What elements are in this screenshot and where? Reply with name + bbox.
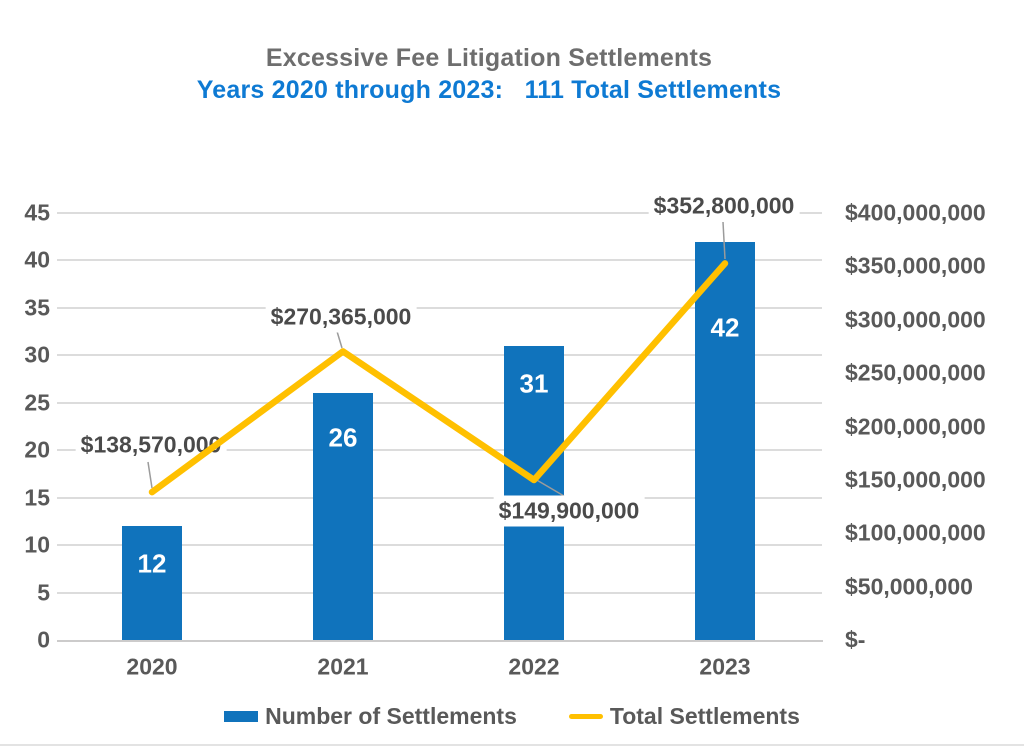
left-axis-tick: 10 (24, 531, 50, 558)
left-axis-tick: 40 (24, 246, 50, 273)
line-data-label: $149,900,000 (493, 495, 645, 527)
legend: Number of Settlements Total Settlements (0, 703, 1024, 730)
gridline (57, 496, 822, 499)
legend-bar-swatch (224, 711, 259, 722)
x-axis-label-2021: 2021 (317, 653, 369, 680)
left-axis-tick: 30 (24, 341, 50, 368)
total-settlements-line (148, 260, 729, 496)
line-data-label: $270,365,000 (265, 301, 417, 333)
leader-line (147, 461, 153, 489)
bar-2020 (122, 526, 182, 640)
x-axis-line (57, 640, 823, 642)
bar-value-label: 31 (519, 368, 549, 399)
left-axis-tick: 0 (37, 626, 50, 653)
bar-value-label: 42 (710, 312, 740, 343)
bar-value-label: 26 (328, 422, 358, 453)
right-axis-tick: $400,000,000 (845, 199, 986, 226)
left-axis-tick: 45 (24, 199, 50, 226)
right-axis-tick: $50,000,000 (845, 573, 973, 600)
bar-value-label: 12 (137, 548, 167, 579)
legend-line-swatch (568, 714, 603, 719)
x-axis-label-2020: 2020 (126, 653, 178, 680)
chart-subtitle: Years 2020 through 2023: 111 Total Settl… (196, 76, 782, 104)
right-axis-tick: $150,000,000 (845, 466, 986, 493)
right-axis-tick: $350,000,000 (845, 252, 986, 279)
left-axis-tick: 20 (24, 436, 50, 463)
legend-label: Number of Settlements (265, 703, 517, 729)
gridline (57, 591, 822, 594)
legend-item-number-of-settlements: Number of Settlements (224, 703, 517, 730)
chart-title: Excessive Fee Litigation Settlements (265, 44, 713, 72)
line-data-label: $352,800,000 (648, 190, 800, 222)
left-axis-tick: 15 (24, 484, 50, 511)
x-axis-label-2023: 2023 (699, 653, 751, 680)
right-axis-tick: $100,000,000 (845, 519, 986, 546)
right-axis-tick: $- (845, 626, 866, 653)
legend-label: Total Settlements (609, 703, 800, 729)
x-axis-label-2022: 2022 (508, 653, 560, 680)
bottom-divider (0, 744, 1024, 746)
chart-header: Excessive Fee Litigation Settlements Yea… (0, 42, 978, 106)
right-axis-tick: $250,000,000 (845, 359, 986, 386)
left-axis-tick: 5 (37, 579, 50, 606)
line-data-label: $138,570,000 (75, 429, 227, 461)
right-axis-tick: $300,000,000 (845, 306, 986, 333)
bar-2023 (695, 241, 755, 640)
right-axis-tick: $200,000,000 (845, 413, 986, 439)
left-axis-tick: 25 (24, 389, 50, 416)
gridline (57, 544, 822, 547)
gridline (57, 212, 822, 214)
left-axis-tick: 35 (24, 294, 50, 321)
legend-item-total-settlements: Total Settlements (568, 703, 800, 730)
